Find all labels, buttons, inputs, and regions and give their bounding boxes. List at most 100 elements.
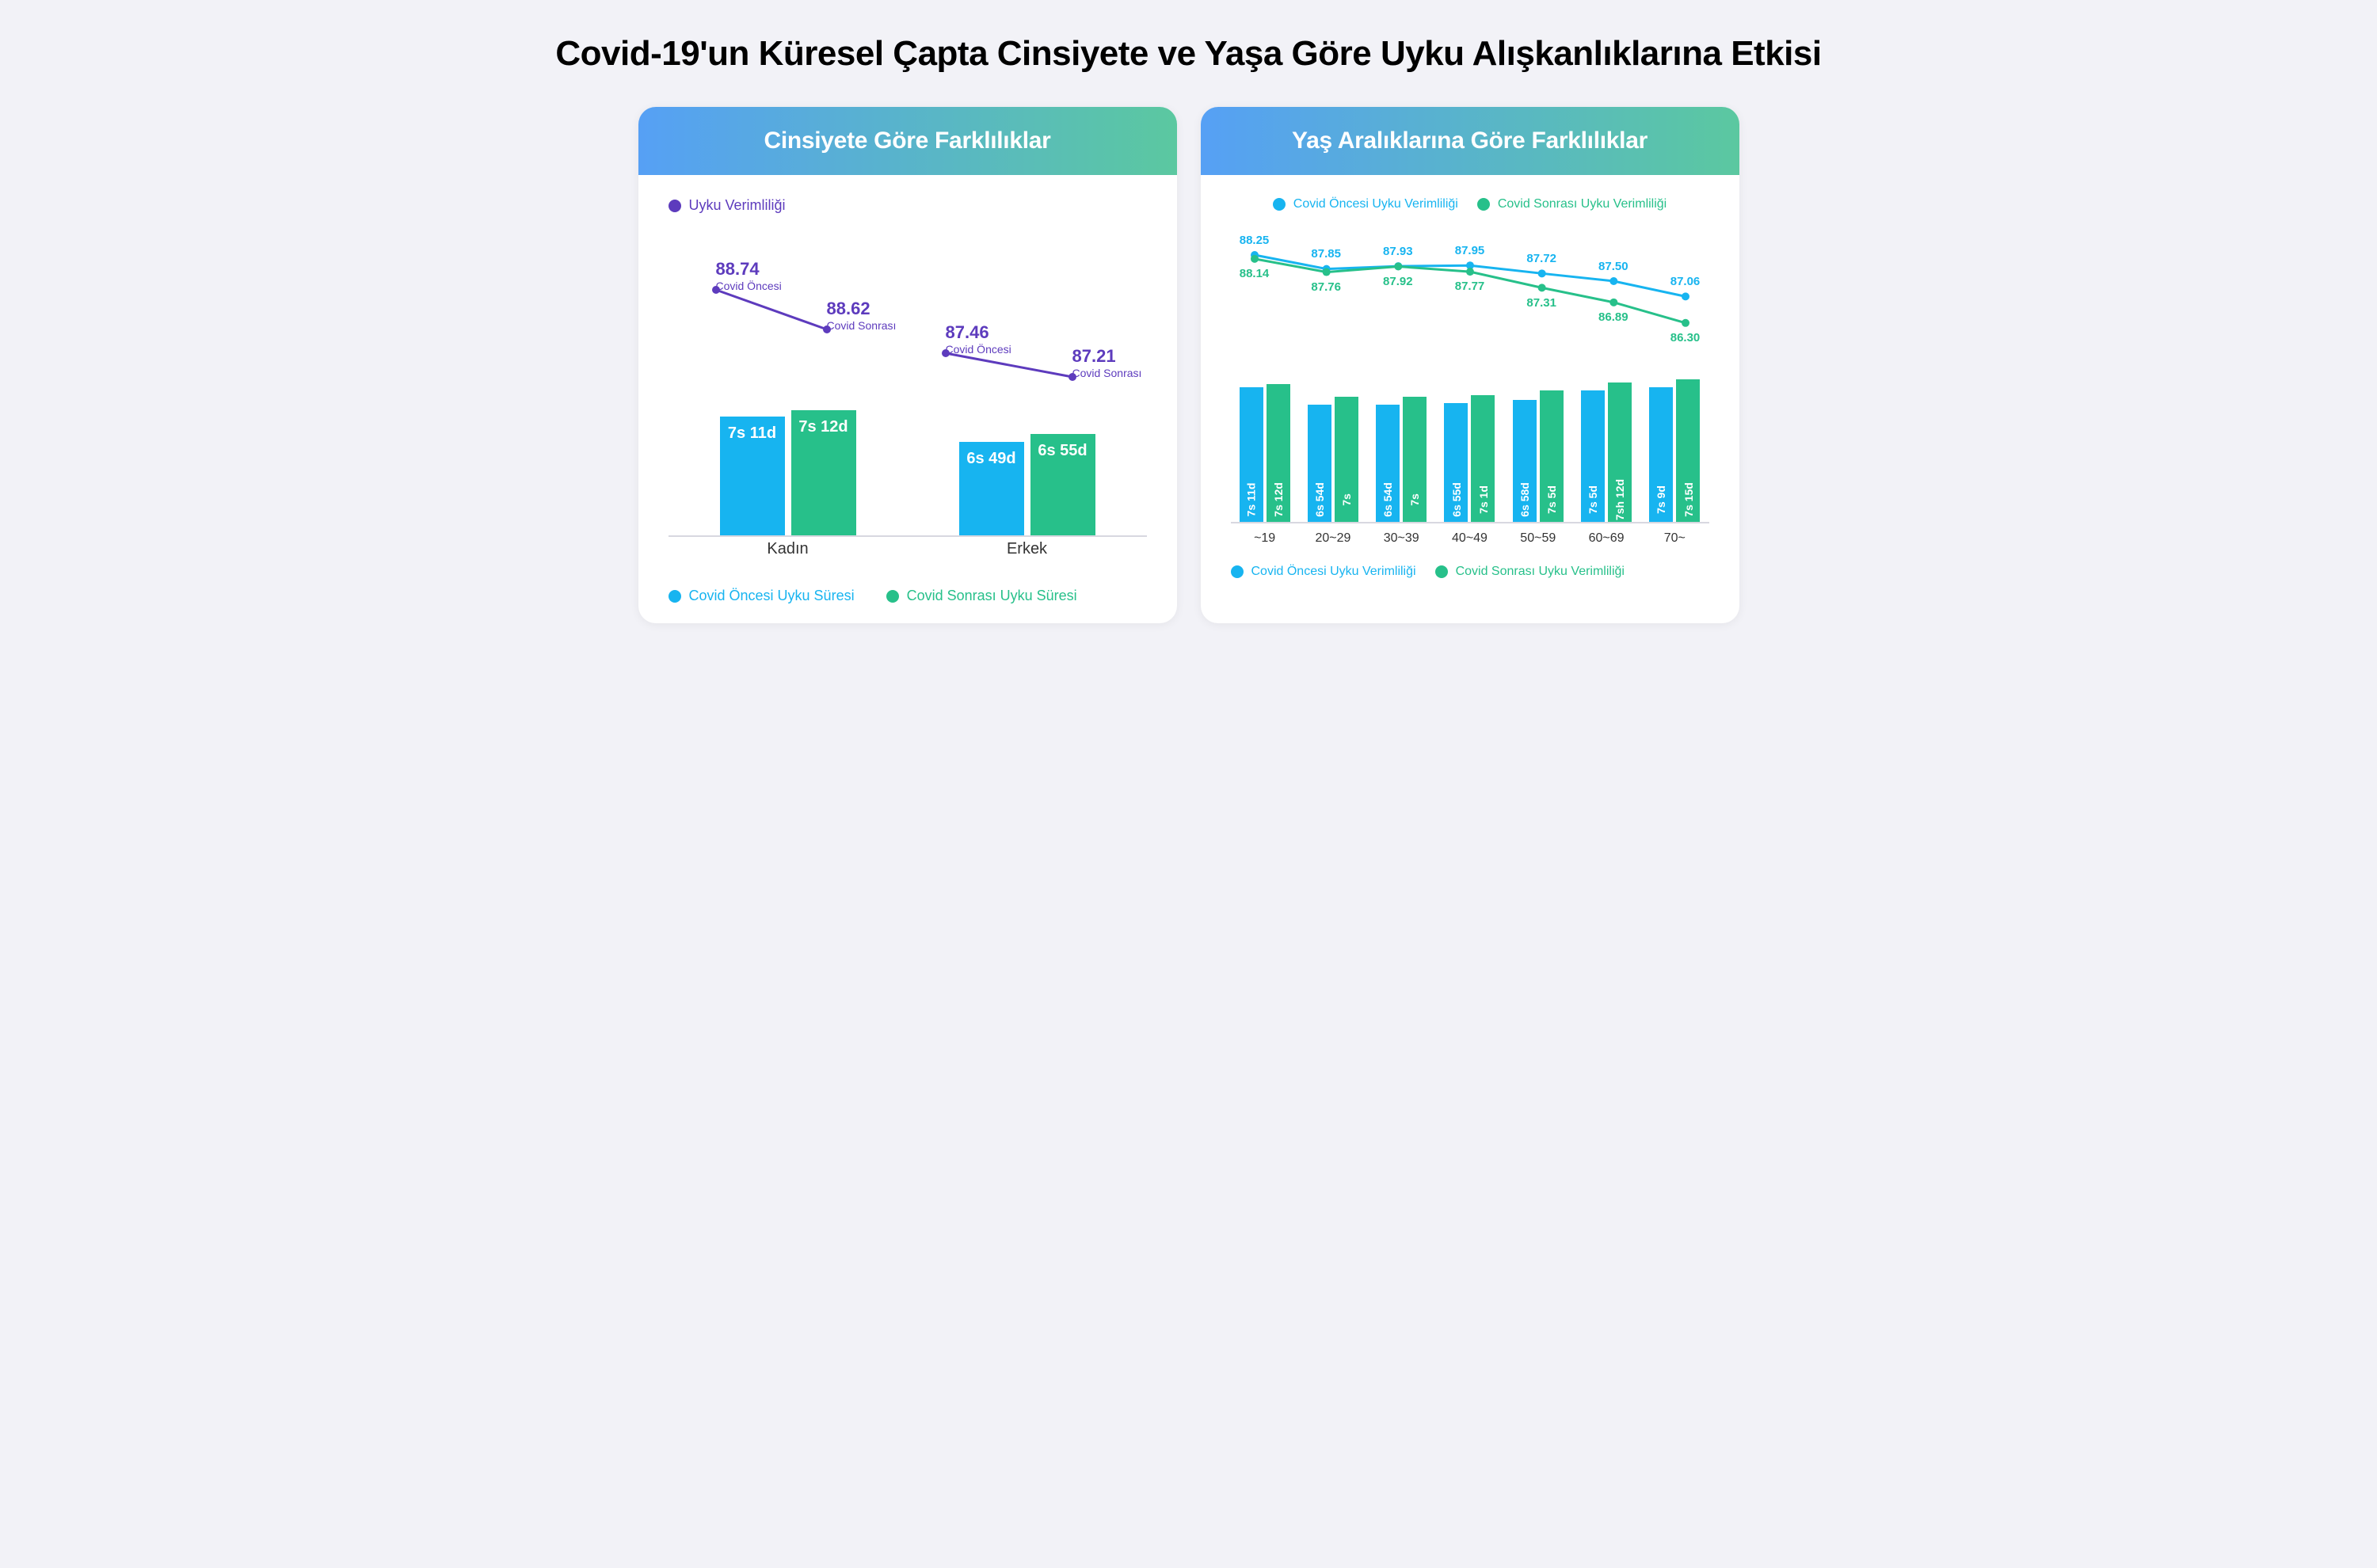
bar-post: 7s: [1335, 397, 1358, 522]
bar-pre: 6s 54d: [1308, 405, 1331, 522]
bar-pre: 7s 9d: [1649, 387, 1673, 522]
age-bottom-legend: Covid Öncesi Uyku Verimliliği Covid Sonra…: [1231, 565, 1709, 579]
legend-item: Covid Sonrası Uyku Verimliliği: [1477, 197, 1667, 211]
legend-label: Covid Sonrası Uyku Verimliliği: [1498, 197, 1667, 211]
bar-group: 7s 11d 7s 12d: [1231, 384, 1299, 522]
legend-dot: [669, 590, 681, 603]
panels-row: Cinsiyete Göre Farklılıklar Uyku Verimli…: [24, 107, 2353, 623]
age-line-chart: 88.2587.8587.9387.9587.7287.5087.0688.14…: [1231, 223, 1709, 357]
legend-label: Covid Sonrası Uyku Süresi: [907, 588, 1077, 604]
bar-group: 6s 49d6s 55d: [908, 379, 1147, 535]
legend-dot: [1231, 565, 1244, 578]
line-value-label: 87.50: [1598, 260, 1628, 273]
bar-pre: 7s 5d: [1581, 390, 1605, 522]
bar-pre: 6s 49d: [959, 442, 1024, 535]
dot-purple: [669, 200, 681, 212]
line-value-label: 87.92: [1383, 275, 1413, 288]
age-categories: ~1920~2930~3940~4950~5960~6970~: [1231, 531, 1709, 546]
legend-dot: [886, 590, 899, 603]
bar-value-label: 7s 15d: [1682, 482, 1694, 517]
legend-item: Covid Sonrası Uyku Süresi: [886, 588, 1077, 604]
bar-pre: 6s 58d: [1513, 400, 1537, 522]
bar-pre: 6s 55d: [1444, 403, 1468, 522]
line-value-label: 87.31: [1526, 296, 1556, 310]
bar-pre: 7s 11d: [720, 417, 785, 535]
bar-group: 7s 9d 7s 15d: [1640, 379, 1708, 522]
bar-value-label: 7s 5d: [1545, 485, 1558, 514]
category-label: 20~29: [1299, 531, 1367, 546]
gender-bars: 7s 11d7s 12d6s 49d6s 55d: [669, 379, 1147, 537]
bar-group: 6s 54d 7s: [1367, 397, 1435, 522]
bar-value-label: 6s 54d: [1381, 482, 1394, 517]
line-value-label: 88.14: [1240, 267, 1270, 280]
bar-pre: 7s 11d: [1240, 387, 1263, 522]
category-label: ~19: [1231, 531, 1299, 546]
bar-group: 6s 58d 7s 5d: [1504, 390, 1572, 522]
line-value-label: 86.30: [1670, 331, 1701, 344]
efficiency-value: 87.21Covid Sonrası: [1072, 347, 1142, 380]
efficiency-value: 88.62Covid Sonrası: [827, 299, 897, 333]
bar-value-label: 6s 58d: [1518, 482, 1531, 517]
line-value-label: 87.72: [1526, 252, 1556, 265]
legend-label: Covid Sonrası Uyku Verimliliği: [1456, 565, 1625, 579]
bar-post: 6s 55d: [1030, 434, 1095, 535]
panel-gender-header: Cinsiyete Göre Farklılıklar: [638, 107, 1177, 175]
legend-label: Covid Öncesi Uyku Süresi: [689, 588, 855, 604]
efficiency-value: 88.74Covid Öncesi: [716, 260, 782, 293]
legend-item: Covid Öncesi Uyku Verimliliği: [1273, 197, 1458, 211]
bar-value-label: 7s: [1408, 493, 1421, 506]
line-value-label: 88.25: [1240, 234, 1270, 247]
legend-label: Covid Öncesi Uyku Verimliliği: [1293, 197, 1458, 211]
legend-item: Covid Öncesi Uyku Süresi: [669, 588, 855, 604]
bar-value-label: 7s 9d: [1655, 485, 1667, 514]
bar-post: 7s 12d: [791, 410, 856, 535]
panel-age: Yaş Aralıklarına Göre Farklılıklar Covid…: [1201, 107, 1739, 623]
bar-group: 6s 55d 7s 1d: [1435, 395, 1503, 522]
legend-dot: [1477, 198, 1490, 211]
bar-value-label: 7s 12d: [1272, 482, 1285, 517]
age-bars: 7s 11d7s 12d6s 54d7s6s 54d7s6s 55d7s 1d6…: [1231, 373, 1709, 523]
line-value-label: 87.95: [1455, 244, 1485, 257]
page-title: Covid-19'un Küresel Çapta Cinsiyete ve Y…: [24, 32, 2353, 75]
bar-post: 7s 1d: [1471, 395, 1495, 522]
line-value-label: 86.89: [1598, 310, 1628, 324]
bar-value-label: 7s 1d: [1476, 485, 1489, 514]
efficiency-value: 87.46Covid Öncesi: [946, 323, 1011, 356]
bar-value-label: 7s 5d: [1587, 485, 1599, 514]
line-value-label: 87.77: [1455, 280, 1485, 293]
legend-item: Covid Öncesi Uyku Verimliliği: [1231, 565, 1416, 579]
legend-efficiency: Uyku Verimliliği: [669, 197, 786, 214]
category-label: 30~39: [1367, 531, 1435, 546]
bar-value-label: 6s 54d: [1313, 482, 1326, 517]
bar-value-label: 7s: [1340, 493, 1353, 506]
category-label: 70~: [1640, 531, 1708, 546]
category-label: Kadın: [669, 540, 908, 569]
age-top-legend: Covid Öncesi Uyku Verimliliği Covid Sonra…: [1231, 197, 1709, 211]
bar-group: 7s 11d7s 12d: [669, 379, 908, 535]
category-label: 50~59: [1504, 531, 1572, 546]
category-label: 60~69: [1572, 531, 1640, 546]
bar-post: 7sh 12d: [1608, 382, 1632, 522]
panel-gender: Cinsiyete Göre Farklılıklar Uyku Verimli…: [638, 107, 1177, 623]
gender-bottom-legend: Covid Öncesi Uyku Süresi Covid Sonrası Uy…: [669, 588, 1147, 604]
category-label: Erkek: [908, 540, 1147, 569]
legend-efficiency-label: Uyku Verimliliği: [689, 197, 786, 214]
bar-value-label: 7s 11d: [1245, 483, 1258, 517]
gender-categories: KadınErkek: [669, 540, 1147, 569]
bar-post: 7s: [1403, 397, 1427, 522]
line-value-label: 87.93: [1383, 245, 1413, 258]
bar-group: 7s 5d 7sh 12d: [1572, 382, 1640, 522]
legend-label: Covid Öncesi Uyku Verimliliği: [1251, 565, 1416, 579]
bar-pre: 6s 54d: [1376, 405, 1400, 522]
legend-dot: [1273, 198, 1286, 211]
line-value-label: 87.76: [1311, 280, 1341, 294]
bar-post: 7s 12d: [1267, 384, 1290, 522]
legend-item: Covid Sonrası Uyku Verimliliği: [1435, 565, 1625, 579]
bar-post: 7s 5d: [1540, 390, 1564, 522]
legend-dot: [1435, 565, 1448, 578]
bar-value-label: 7sh 12d: [1613, 479, 1626, 520]
gender-chart: 7s 11d7s 12d6s 49d6s 55d KadınErkek 88.7…: [669, 228, 1147, 569]
bar-value-label: 6s 55d: [1449, 482, 1462, 517]
line-value-label: 87.85: [1311, 247, 1341, 261]
bar-post: 7s 15d: [1676, 379, 1700, 522]
